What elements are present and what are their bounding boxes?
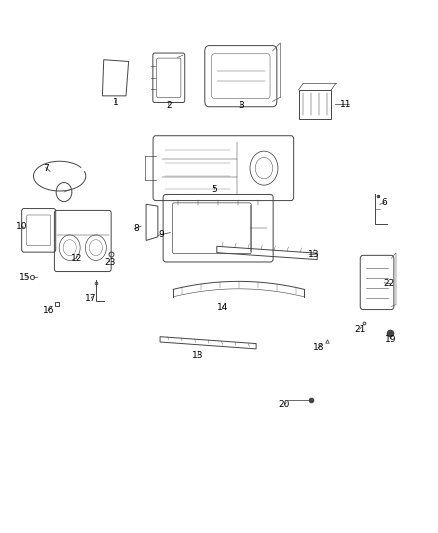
Text: 13: 13 <box>308 250 320 259</box>
Text: 23: 23 <box>104 258 116 266</box>
Text: 8: 8 <box>133 224 139 233</box>
Text: 6: 6 <box>381 198 387 207</box>
Text: 18: 18 <box>313 343 324 352</box>
Text: 11: 11 <box>340 100 351 109</box>
Text: 15: 15 <box>19 273 31 281</box>
Text: 22: 22 <box>384 279 395 288</box>
Text: 1: 1 <box>113 98 118 107</box>
Text: 5: 5 <box>212 185 218 194</box>
Text: 9: 9 <box>159 230 164 239</box>
Text: 21: 21 <box>354 325 365 334</box>
Text: 10: 10 <box>16 222 28 231</box>
Text: 2: 2 <box>166 101 172 110</box>
Text: 7: 7 <box>44 164 49 173</box>
Text: 14: 14 <box>217 303 228 312</box>
Text: 19: 19 <box>385 335 396 344</box>
Text: 12: 12 <box>71 254 82 263</box>
Text: 17: 17 <box>85 294 97 303</box>
Text: 3: 3 <box>238 101 244 110</box>
Bar <box>299 90 332 119</box>
Text: 16: 16 <box>43 305 54 314</box>
Text: 13: 13 <box>192 351 204 360</box>
Text: 20: 20 <box>279 400 290 409</box>
